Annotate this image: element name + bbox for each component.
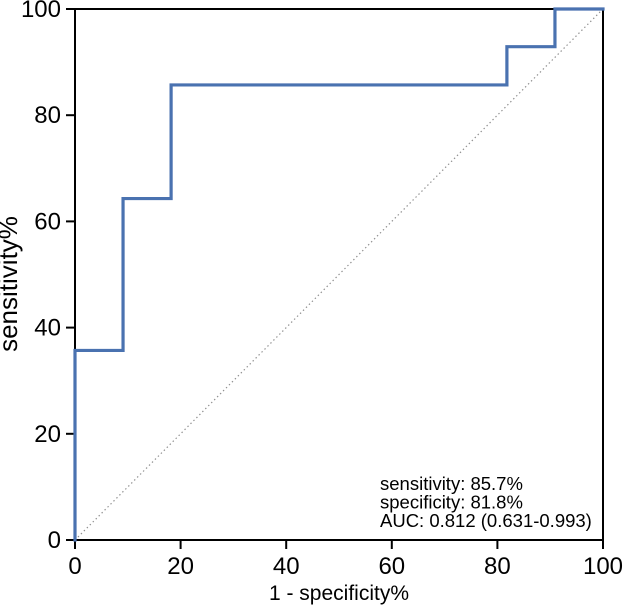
x-tick-label: 0 [68, 553, 81, 580]
annotation-specificity: specificity: 81.8% [380, 492, 523, 513]
annotation-sensitivity: sensitivity: 85.7% [380, 473, 523, 494]
annotation-block: sensitivity: 85.7% specificity: 81.8% AU… [380, 473, 592, 531]
x-tick-label: 20 [167, 553, 194, 580]
y-tick-label: 20 [34, 421, 61, 448]
y-tick-label: 60 [34, 208, 61, 235]
y-tick-label: 100 [21, 0, 61, 23]
chance-diagonal-line [74, 8, 604, 541]
roc-curve-line [73, 7, 605, 542]
x-tick-label: 100 [583, 553, 623, 580]
y-tick-label: 0 [48, 527, 61, 554]
plot-frame [74, 8, 604, 541]
annotation-auc: AUC: 0.812 (0.631-0.993) [380, 510, 592, 531]
x-tick-label: 40 [273, 553, 300, 580]
x-axis-ticks: 0 20 40 60 80 100 [68, 541, 623, 580]
y-axis-ticks: 0 20 40 60 80 100 [21, 0, 74, 554]
y-tick-label: 40 [34, 315, 61, 342]
x-tick-label: 80 [484, 553, 511, 580]
y-axis-label: sensitivity% [0, 216, 23, 352]
x-tick-label: 60 [378, 553, 405, 580]
x-axis-label: 1 - specificity% [269, 582, 409, 605]
y-tick-label: 80 [34, 102, 61, 129]
